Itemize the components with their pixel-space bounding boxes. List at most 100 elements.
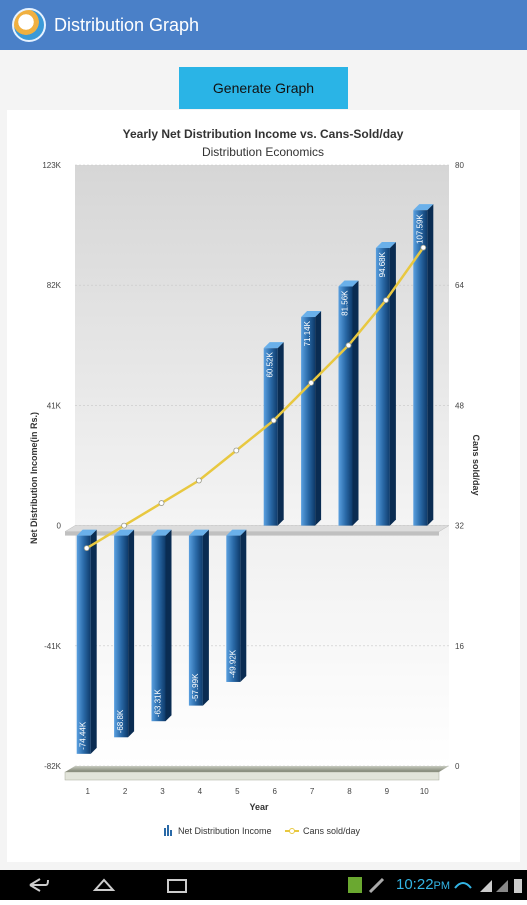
cans-point — [158, 500, 165, 506]
bar-top — [76, 529, 97, 536]
x-tick-label: 5 — [235, 787, 240, 796]
y-tick-label: 41K — [47, 401, 62, 410]
x-tick-label: 10 — [420, 787, 429, 796]
x-tick-label: 1 — [85, 787, 90, 796]
bar-front — [375, 248, 390, 526]
y2-tick-label: 16 — [455, 642, 464, 651]
cans-point — [345, 342, 352, 349]
bar-front — [76, 535, 91, 754]
bar-9: 94.68K — [375, 242, 396, 526]
bar-side — [202, 529, 209, 706]
bar-2: -68.8K — [114, 529, 135, 738]
bar-8: 81.56K — [338, 280, 359, 526]
bar-series-icon-c — [170, 830, 172, 836]
bar-top — [338, 280, 359, 287]
bar-side — [352, 280, 359, 526]
cans-point — [121, 522, 127, 529]
app-logo-icon[interactable] — [12, 8, 46, 42]
system-nav-icons — [29, 877, 522, 894]
zero-plane-edge — [65, 531, 439, 536]
bar-top — [188, 529, 209, 536]
x-tick-label: 7 — [310, 787, 315, 796]
bar-top — [413, 204, 434, 211]
legend-item-cans[interactable]: Cans sold/day — [285, 826, 361, 836]
app-title: Distribution Graph — [54, 14, 200, 35]
y2-axis-label: Cans sold/day — [471, 434, 481, 495]
x-tick-label: 9 — [385, 787, 390, 796]
chart-panel: Yearly Net Distribution Income vs. Cans-… — [7, 110, 520, 862]
bar-top — [114, 529, 135, 536]
y-tick-label: 0 — [57, 522, 62, 531]
bar-7: 71.14K — [301, 311, 322, 526]
cans-point — [270, 417, 277, 424]
chart-floor-front — [64, 771, 440, 781]
y-tick-label: 123K — [42, 161, 61, 170]
y-axis-label: Net Distribution Income(in Rs.) — [29, 412, 39, 544]
bar-series-icon-b — [167, 825, 169, 836]
bar-data-label: -57.99K — [191, 673, 200, 702]
bar-front — [413, 210, 428, 526]
chart-title: Yearly Net Distribution Income vs. Cans-… — [123, 127, 404, 141]
bar-data-label: 71.14K — [303, 320, 312, 346]
bar-data-label: -63.31K — [154, 689, 163, 718]
y-tick-label: 82K — [47, 281, 62, 290]
status-time: 10:22PM — [396, 876, 451, 893]
y2-tick-label: 64 — [455, 281, 464, 290]
combo-chart: Yearly Net Distribution Income vs. Cans-… — [29, 127, 481, 836]
chart-legend: Net Distribution Income Cans sold/day — [164, 825, 361, 836]
system-nav-bar: 10:22PM — [0, 870, 527, 900]
bar-top — [375, 242, 396, 249]
battery-icon — [514, 879, 522, 893]
bar-top — [151, 529, 172, 536]
x-tick-label: 4 — [198, 787, 203, 796]
home-icon[interactable] — [92, 878, 116, 891]
bar-side — [165, 529, 172, 722]
y2-tick-label: 48 — [455, 401, 464, 410]
bar-front — [338, 286, 353, 526]
bar-front — [301, 317, 316, 526]
bar-top — [226, 529, 247, 536]
cans-point — [195, 477, 202, 484]
bar-side — [90, 529, 97, 754]
bar-data-label: -74.44K — [79, 721, 88, 750]
bar-data-label: 81.56K — [341, 290, 350, 316]
cans-point — [308, 379, 315, 386]
recent-apps-icon[interactable] — [167, 879, 187, 893]
wifi-icon — [454, 882, 472, 889]
wrench-icon — [368, 877, 385, 894]
bar-front — [114, 535, 129, 738]
bar-data-label: -49.92K — [228, 649, 237, 678]
bar-side — [315, 311, 322, 526]
bar-3: -63.31K — [151, 529, 172, 722]
bar-1: -74.44K — [76, 529, 97, 754]
line-series-marker-icon — [289, 828, 295, 834]
generate-graph-button[interactable]: Generate Graph — [179, 67, 348, 109]
y-tick-label: -82K — [44, 762, 62, 771]
y2-tick-label: 32 — [455, 522, 464, 531]
legend-cans-label: Cans sold/day — [303, 826, 361, 836]
back-icon[interactable] — [29, 878, 49, 892]
bar-top — [263, 342, 284, 349]
bar-side — [128, 529, 135, 738]
legend-item-income[interactable]: Net Distribution Income — [164, 825, 272, 836]
cans-point — [83, 545, 90, 552]
bar-front — [151, 535, 166, 722]
y2-tick-label: 80 — [455, 161, 464, 170]
cans-point — [233, 447, 240, 454]
x-tick-label: 2 — [123, 787, 128, 796]
bar-side — [240, 529, 247, 682]
bar-side — [389, 242, 396, 526]
no-signal-icon — [496, 880, 508, 892]
bar-front — [188, 535, 203, 706]
bar-front — [263, 348, 278, 526]
bar-data-label: 60.52K — [266, 352, 275, 378]
bar-front — [226, 535, 241, 682]
bar-top — [301, 311, 322, 318]
legend-income-label: Net Distribution Income — [178, 826, 272, 836]
signal-icon — [480, 880, 492, 892]
bar-4: -57.99K — [188, 529, 209, 706]
cans-point — [420, 244, 427, 251]
bar-data-label: 94.68K — [378, 251, 387, 277]
y-tick-label: -41K — [44, 642, 62, 651]
bar-side — [427, 204, 434, 526]
